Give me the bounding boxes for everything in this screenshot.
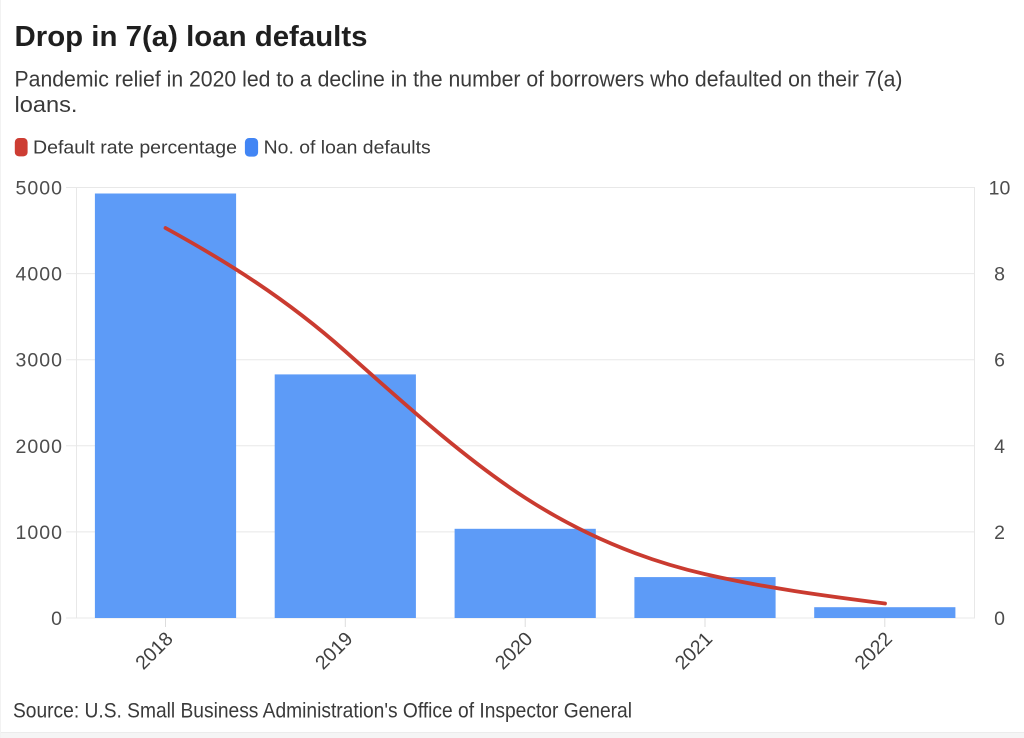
svg-text:2: 2 bbox=[994, 522, 1005, 544]
svg-text:0: 0 bbox=[994, 608, 1005, 630]
svg-text:4: 4 bbox=[994, 436, 1005, 458]
svg-text:Source: U.S. Small Business Ad: Source: U.S. Small Business Administrati… bbox=[13, 699, 632, 723]
svg-text:No. of loan defaults: No. of loan defaults bbox=[264, 137, 431, 157]
svg-text:Default rate percentage: Default rate percentage bbox=[33, 137, 237, 157]
svg-text:8: 8 bbox=[994, 264, 1005, 286]
svg-text:0: 0 bbox=[51, 608, 62, 630]
svg-text:loans.: loans. bbox=[15, 92, 78, 117]
svg-text:3000: 3000 bbox=[16, 350, 63, 372]
svg-text:4000: 4000 bbox=[16, 264, 63, 286]
svg-text:Pandemic relief in 2020 led to: Pandemic relief in 2020 led to a decline… bbox=[15, 66, 903, 91]
svg-text:10: 10 bbox=[989, 178, 1011, 200]
svg-text:5000: 5000 bbox=[16, 178, 63, 200]
svg-text:2000: 2000 bbox=[16, 436, 63, 458]
svg-text:1000: 1000 bbox=[16, 522, 63, 544]
svg-text:Drop in 7(a) loan defaults: Drop in 7(a) loan defaults bbox=[15, 21, 368, 53]
svg-text:6: 6 bbox=[994, 350, 1005, 372]
